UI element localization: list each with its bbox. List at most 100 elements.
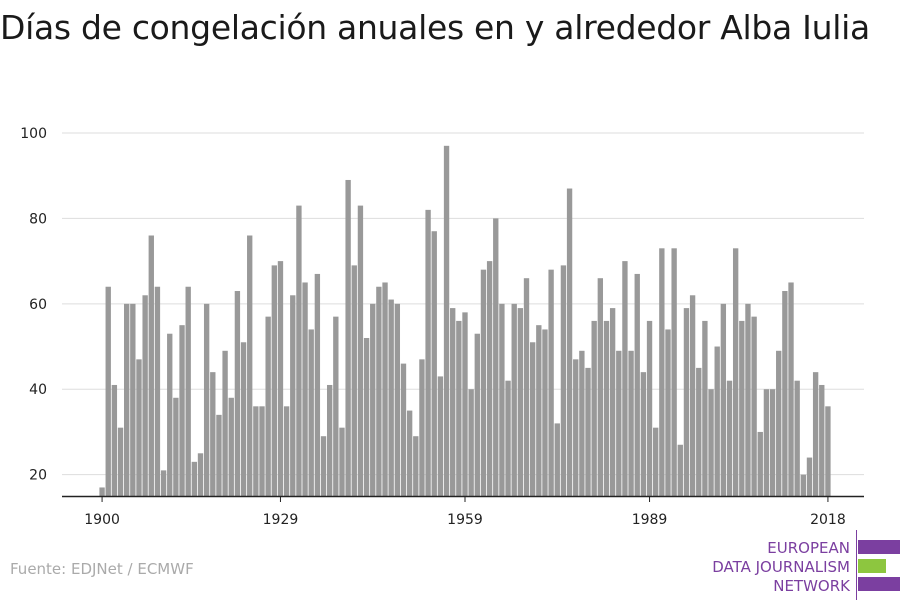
bar-2007 bbox=[757, 431, 763, 496]
bar-series bbox=[99, 145, 831, 497]
bar-1931 bbox=[290, 295, 296, 496]
bar-1966 bbox=[505, 380, 511, 496]
bar-1906 bbox=[136, 359, 142, 496]
bar-2001 bbox=[720, 303, 727, 496]
bar-2014 bbox=[800, 474, 806, 496]
bar-1952 bbox=[419, 359, 425, 496]
bar-1977 bbox=[573, 359, 579, 496]
bar-1941 bbox=[351, 265, 357, 496]
bar-1926 bbox=[259, 406, 265, 496]
bar-1953 bbox=[425, 209, 431, 496]
bar-2015 bbox=[806, 457, 813, 496]
bar-1996 bbox=[689, 295, 696, 496]
bar-1940 bbox=[345, 179, 351, 496]
bar-1960 bbox=[468, 389, 474, 496]
bar-2010 bbox=[776, 350, 782, 496]
bar-1986 bbox=[628, 350, 634, 496]
y-tick-label-100: 100 bbox=[20, 126, 47, 142]
bar-1935 bbox=[314, 273, 321, 496]
source-note: Fuente: EDJNet / ECMWF bbox=[10, 560, 194, 578]
bar-2009 bbox=[769, 389, 776, 496]
logo-text-line2: DATA JOURNALISM bbox=[712, 558, 850, 576]
bar-1956 bbox=[443, 145, 450, 496]
bar-1988 bbox=[640, 372, 647, 496]
bar-1929 bbox=[277, 261, 284, 496]
chart-title: Días de congelación anuales en y alreded… bbox=[0, 8, 870, 47]
bar-1958 bbox=[456, 320, 462, 496]
x-tick-label-1989: 1989 bbox=[632, 512, 668, 528]
bar-1967 bbox=[511, 303, 517, 496]
bar-1918 bbox=[210, 372, 216, 496]
x-tick-label-1900: 1900 bbox=[84, 512, 120, 528]
bar-1914 bbox=[185, 286, 191, 496]
bar-2003 bbox=[732, 248, 739, 496]
bar-1973 bbox=[548, 269, 554, 496]
bar-1962 bbox=[480, 269, 487, 496]
bar-1920 bbox=[222, 350, 228, 496]
bar-1946 bbox=[382, 282, 388, 496]
bar-1900 bbox=[99, 487, 105, 496]
y-tick-label-60: 60 bbox=[29, 297, 47, 313]
bar-1933 bbox=[302, 282, 308, 496]
bar-1922 bbox=[234, 291, 241, 496]
bar-1936 bbox=[320, 436, 327, 496]
bar-1923 bbox=[240, 342, 247, 496]
bar-1907 bbox=[142, 295, 148, 496]
bar-2017 bbox=[819, 384, 825, 496]
edjnet-logo: EUROPEAN DATA JOURNALISM NETWORK bbox=[700, 530, 900, 600]
bar-1910 bbox=[160, 470, 167, 496]
bar-1964 bbox=[493, 218, 499, 497]
bar-1909 bbox=[154, 286, 161, 496]
bar-1924 bbox=[247, 235, 253, 496]
bar-1902 bbox=[111, 384, 118, 496]
bar-1938 bbox=[333, 316, 339, 496]
logo-text-line3: NETWORK bbox=[773, 577, 850, 595]
logo-bar-purple-top bbox=[858, 540, 900, 554]
bar-1974 bbox=[554, 423, 560, 496]
bar-1950 bbox=[406, 410, 413, 496]
bar-1949 bbox=[400, 363, 407, 496]
bar-1961 bbox=[474, 333, 480, 496]
bar-1915 bbox=[191, 461, 198, 496]
bar-1963 bbox=[486, 261, 493, 496]
bar-1905 bbox=[130, 303, 136, 496]
bar-1992 bbox=[665, 329, 671, 496]
bar-1951 bbox=[413, 436, 419, 496]
bar-1970 bbox=[529, 342, 536, 496]
bar-1981 bbox=[597, 278, 604, 496]
bar-1925 bbox=[253, 406, 259, 496]
bar-1984 bbox=[616, 350, 622, 496]
bar-2018 bbox=[825, 406, 831, 496]
bar-1957 bbox=[450, 308, 456, 496]
bar-2008 bbox=[763, 389, 770, 496]
bar-1942 bbox=[357, 205, 364, 496]
bar-chart: 20 40 60 80 100 1900 1929 1959 1989 2018 bbox=[20, 126, 864, 528]
bar-1901 bbox=[105, 286, 111, 496]
logo-divider bbox=[856, 530, 857, 600]
bar-1980 bbox=[591, 320, 597, 496]
bar-1979 bbox=[585, 367, 591, 496]
bar-1982 bbox=[603, 320, 610, 496]
bar-1944 bbox=[370, 303, 376, 496]
bar-1912 bbox=[173, 397, 179, 496]
y-tick-label-20: 20 bbox=[29, 468, 47, 484]
bar-1968 bbox=[517, 308, 524, 496]
bar-1908 bbox=[148, 235, 154, 496]
bar-1991 bbox=[659, 248, 665, 496]
bar-1999 bbox=[708, 389, 714, 496]
bar-1983 bbox=[609, 308, 616, 496]
bar-1928 bbox=[271, 265, 277, 496]
bar-1921 bbox=[228, 397, 234, 496]
bar-2005 bbox=[745, 303, 751, 496]
bar-1998 bbox=[702, 320, 708, 496]
bar-1903 bbox=[117, 427, 124, 496]
bar-2006 bbox=[751, 316, 757, 496]
bar-1919 bbox=[216, 414, 222, 496]
logo-text-line1: EUROPEAN bbox=[767, 539, 850, 557]
bar-2016 bbox=[812, 372, 819, 496]
bar-1972 bbox=[542, 329, 548, 496]
bar-1934 bbox=[308, 329, 314, 496]
bar-2000 bbox=[714, 346, 720, 496]
bar-1993 bbox=[671, 248, 677, 496]
bar-2013 bbox=[794, 380, 800, 496]
